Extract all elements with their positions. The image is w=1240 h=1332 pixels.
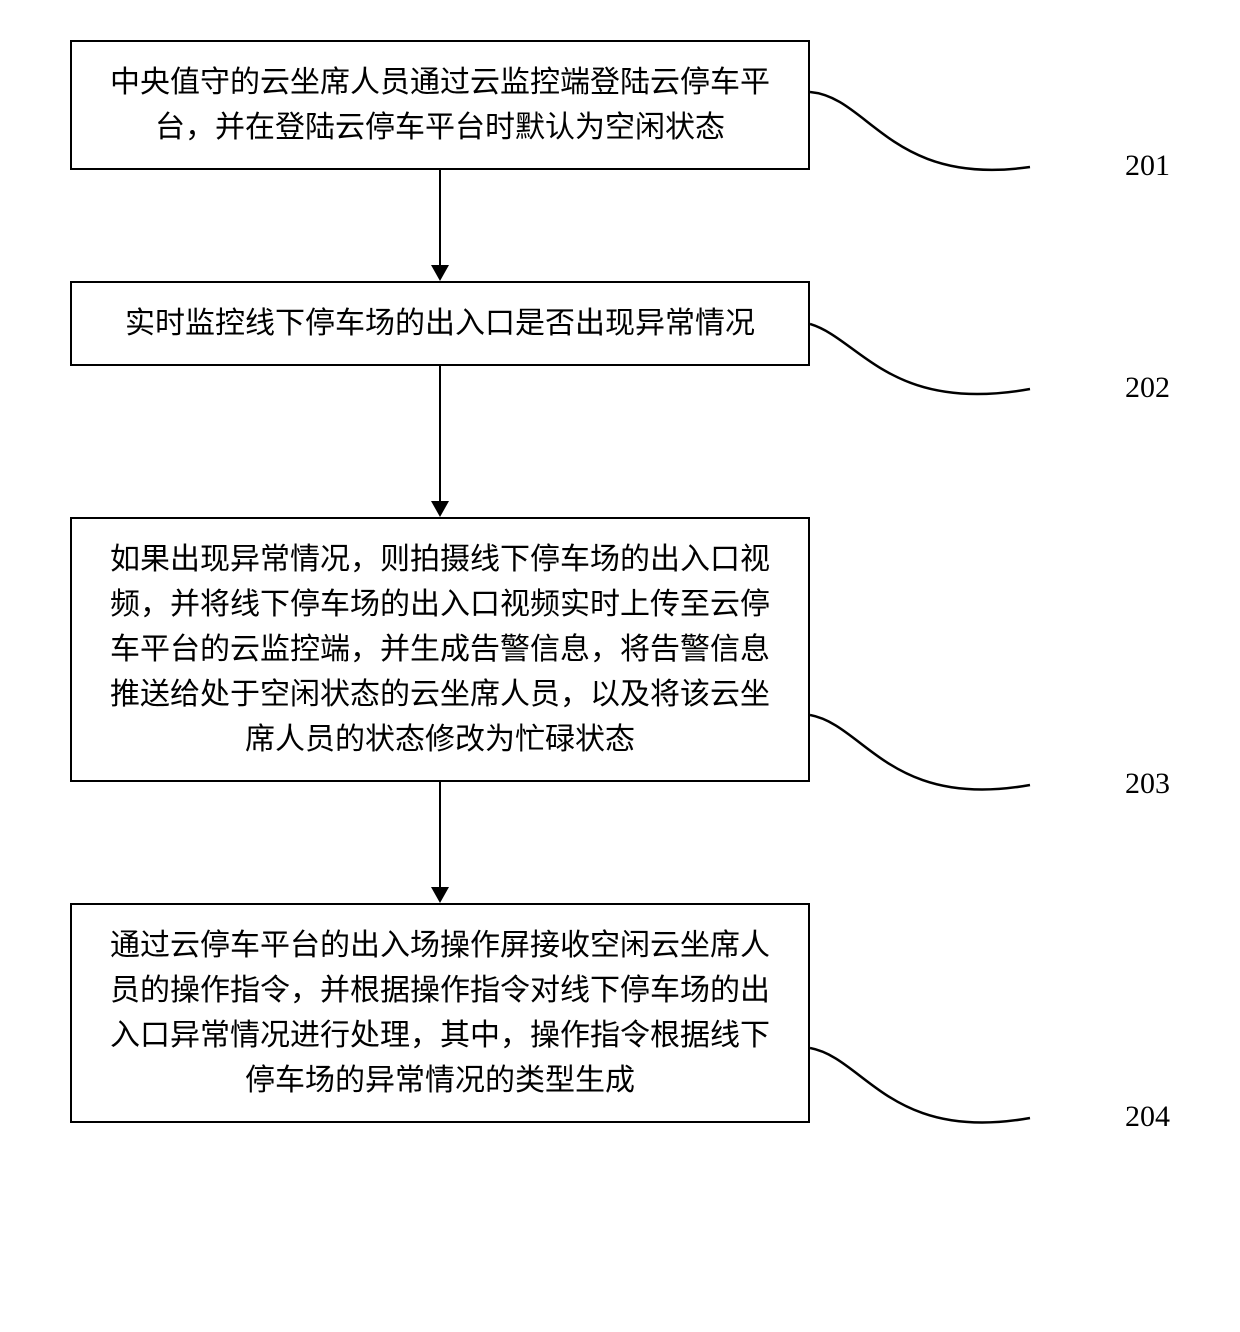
flow-step-204: 通过云停车平台的出入场操作屏接收空闲云坐席人员的操作指令，并根据操作指令对线下停… <box>70 903 1170 1123</box>
curve-201 <box>810 87 1070 207</box>
flow-label-202: 202 <box>1125 371 1170 405</box>
flow-box-203: 如果出现异常情况，则拍摄线下停车场的出入口视频，并将线下停车场的出入口视频实时上… <box>70 517 810 782</box>
flow-box-202: 实时监控线下停车场的出入口是否出现异常情况 <box>70 281 810 366</box>
flow-step-201: 中央值守的云坐席人员通过云监控端登陆云停车平台，并在登陆云停车平台时默认为空闲状… <box>70 40 1170 170</box>
flow-step-202: 实时监控线下停车场的出入口是否出现异常情况202 <box>70 281 1170 366</box>
flow-label-203: 203 <box>1125 767 1170 801</box>
flow-box-204: 通过云停车平台的出入场操作屏接收空闲云坐席人员的操作指令，并根据操作指令对线下停… <box>70 903 810 1123</box>
flow-step-203: 如果出现异常情况，则拍摄线下停车场的出入口视频，并将线下停车场的出入口视频实时上… <box>70 517 1170 782</box>
curve-203 <box>810 710 1070 830</box>
flow-arrow-203 <box>70 782 810 903</box>
flow-label-201: 201 <box>1125 149 1170 183</box>
flow-label-204: 204 <box>1125 1100 1170 1134</box>
flow-arrow-202 <box>70 366 810 517</box>
curve-204 <box>810 1043 1070 1163</box>
flow-arrow-201 <box>70 170 810 281</box>
flow-box-201: 中央值守的云坐席人员通过云监控端登陆云停车平台，并在登陆云停车平台时默认为空闲状… <box>70 40 810 170</box>
curve-202 <box>810 319 1070 434</box>
